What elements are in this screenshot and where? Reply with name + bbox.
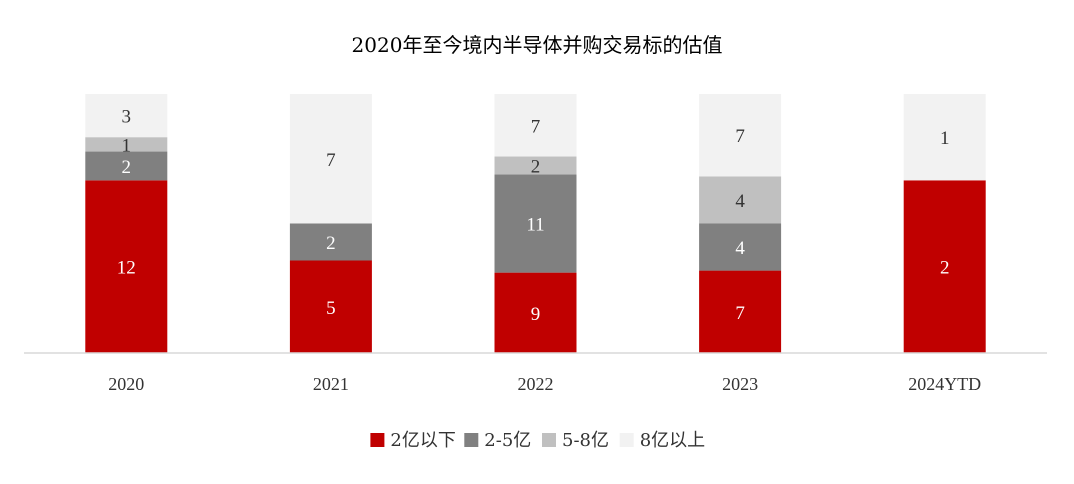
data-label-2023-s3: 7 <box>735 126 745 147</box>
bar-segment-2020-s0 <box>85 180 168 353</box>
x-tick-label-2023: 2023 <box>722 374 758 394</box>
data-label-2023-s1: 4 <box>735 238 745 259</box>
bar-segment-2021-s3 <box>289 94 372 224</box>
data-label-2022-s2: 2 <box>531 156 541 177</box>
data-label-2024YTD-s0: 2 <box>940 258 950 279</box>
legend-label-1: 2-5亿 <box>484 430 531 451</box>
legend: 2亿以下 2-5亿 5-8亿 8亿以上 <box>370 430 705 451</box>
bar-segment-2022-s1 <box>494 174 577 273</box>
data-label-2020-s2: 1 <box>122 135 132 156</box>
bar-segment-2023-s3 <box>699 94 782 177</box>
legend-swatch-3 <box>619 433 634 447</box>
legend-label-0: 2亿以下 <box>390 430 455 451</box>
data-label-2023-s0: 7 <box>735 303 745 324</box>
x-tick-label-2021: 2021 <box>313 374 349 394</box>
bar-segment-2022-s0 <box>494 272 577 353</box>
x-tick-labels: 2020 2021 2022 2023 2024YTD <box>108 374 981 394</box>
bar-segment-2021-s1 <box>289 223 372 261</box>
bar-segment-2020-s1 <box>85 151 168 181</box>
x-tick-label-2024YTD: 2024YTD <box>908 374 981 394</box>
bar-segment-2020-s3 <box>85 94 168 138</box>
data-label-2021-s3: 7 <box>326 150 336 171</box>
bar-segment-2021-s0 <box>289 260 372 353</box>
data-label-2021-s0: 5 <box>326 298 336 319</box>
data-label-2024YTD-s3: 1 <box>940 128 950 149</box>
chart-title: 2020年至今境内半导体并购交易标的估值 <box>352 33 723 57</box>
legend-item-1: 2-5亿 <box>464 430 531 451</box>
bar-segment-2023-s0 <box>699 270 782 353</box>
data-label-2020-s3: 3 <box>122 107 132 128</box>
legend-item-2: 5-8亿 <box>542 430 609 451</box>
legend-label-2: 5-8亿 <box>562 430 609 451</box>
bar-segment-2022-s2 <box>494 156 577 175</box>
data-label-2020-s0: 12 <box>117 258 136 279</box>
data-label-2022-s3: 7 <box>531 116 541 137</box>
bar-segment-2024YTD-s0 <box>903 180 986 353</box>
data-label-2023-s2: 4 <box>735 191 745 212</box>
data-label-2021-s1: 2 <box>326 233 336 254</box>
legend-label-3: 8亿以上 <box>640 430 705 451</box>
bar-segment-2022-s3 <box>494 94 577 157</box>
legend-item-3: 8亿以上 <box>619 430 705 451</box>
bar-segment-2024YTD-s3 <box>903 94 986 181</box>
bar-segment-2023-s1 <box>699 223 782 271</box>
legend-item-0: 2亿以下 <box>370 430 456 451</box>
data-label-2022-s1: 11 <box>526 215 544 236</box>
legend-swatch-0 <box>370 433 385 447</box>
legend-swatch-2 <box>542 433 556 447</box>
x-tick-label-2022: 2022 <box>518 374 554 394</box>
data-label-2022-s0: 9 <box>531 304 541 325</box>
data-label-2020-s1: 2 <box>122 157 132 178</box>
bar-segment-2020-s2 <box>85 137 168 152</box>
bar-segment-2023-s2 <box>699 176 782 224</box>
x-tick-label-2020: 2020 <box>108 374 144 394</box>
legend-swatch-1 <box>464 433 479 447</box>
